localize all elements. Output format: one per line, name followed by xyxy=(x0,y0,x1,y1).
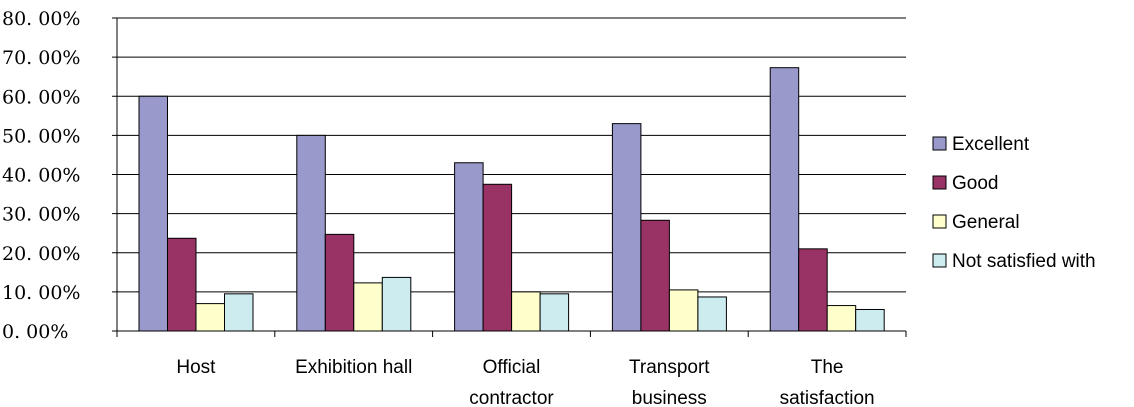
bar-excellent xyxy=(769,67,800,332)
axes xyxy=(116,18,907,337)
bars xyxy=(138,67,885,332)
bar-not-satisfied-with xyxy=(539,293,570,332)
legend-label: General xyxy=(952,212,1020,233)
bar-excellent xyxy=(138,95,168,332)
y-tick-label: 30. 00% xyxy=(2,204,81,226)
bar-not-satisfied-with xyxy=(697,296,727,332)
bar-good xyxy=(324,233,355,332)
x-tick-label: satisfaction xyxy=(780,388,875,407)
x-axis-ticks: Host Exhibition hall Official contractor Tra… xyxy=(176,357,874,407)
legend-swatch xyxy=(932,214,947,229)
legend-swatch xyxy=(932,175,947,190)
y-tick-label: 50. 00% xyxy=(2,125,81,147)
x-tick-label: contractor xyxy=(469,388,554,407)
bar-not-satisfied-with xyxy=(855,308,885,332)
bar-general xyxy=(195,303,225,332)
x-tick-label: business xyxy=(632,388,707,407)
legend-label: Excellent xyxy=(952,134,1030,155)
legend-swatch xyxy=(932,253,947,268)
bar-excellent xyxy=(611,123,642,332)
legend: Excellent Good General Not satisfied with xyxy=(932,134,1096,272)
bar-good xyxy=(640,219,670,332)
bar-good xyxy=(482,183,513,332)
y-tick-label: 20. 00% xyxy=(2,243,81,265)
bar-general xyxy=(668,289,699,332)
x-tick-label: The xyxy=(811,357,844,378)
y-tick-label: 40. 00% xyxy=(2,165,81,187)
bar-good xyxy=(167,237,197,332)
x-tick-label: Host xyxy=(176,357,216,378)
y-tick-label: 80. 00% xyxy=(2,8,81,30)
bar-good xyxy=(798,248,828,332)
y-axis-ticks: 0. 00% 10. 00% 20. 00% 30. 00% 40. 00% 50. 00… xyxy=(2,8,117,343)
bar-general xyxy=(826,305,857,332)
y-tick-label: 70. 00% xyxy=(2,47,81,69)
bar-general xyxy=(353,282,383,332)
grid-lines xyxy=(117,17,906,332)
legend-label: Good xyxy=(952,173,998,194)
bar-excellent xyxy=(454,162,484,332)
bar-not-satisfied-with xyxy=(381,276,412,332)
legend-label: Not satisfied with xyxy=(952,251,1096,272)
y-tick-label: 60. 00% xyxy=(2,86,81,108)
legend-swatch xyxy=(932,136,947,151)
y-tick-label: 0. 00% xyxy=(2,321,68,343)
x-tick-label: Transport xyxy=(629,357,710,378)
x-tick-label: Exhibition hall xyxy=(295,357,412,378)
bar-excellent xyxy=(296,134,326,332)
bar-general xyxy=(511,291,541,332)
y-tick-label: 10. 00% xyxy=(2,282,81,304)
x-tick-label: Official xyxy=(483,357,541,378)
bar-not-satisfied-with xyxy=(224,293,254,332)
